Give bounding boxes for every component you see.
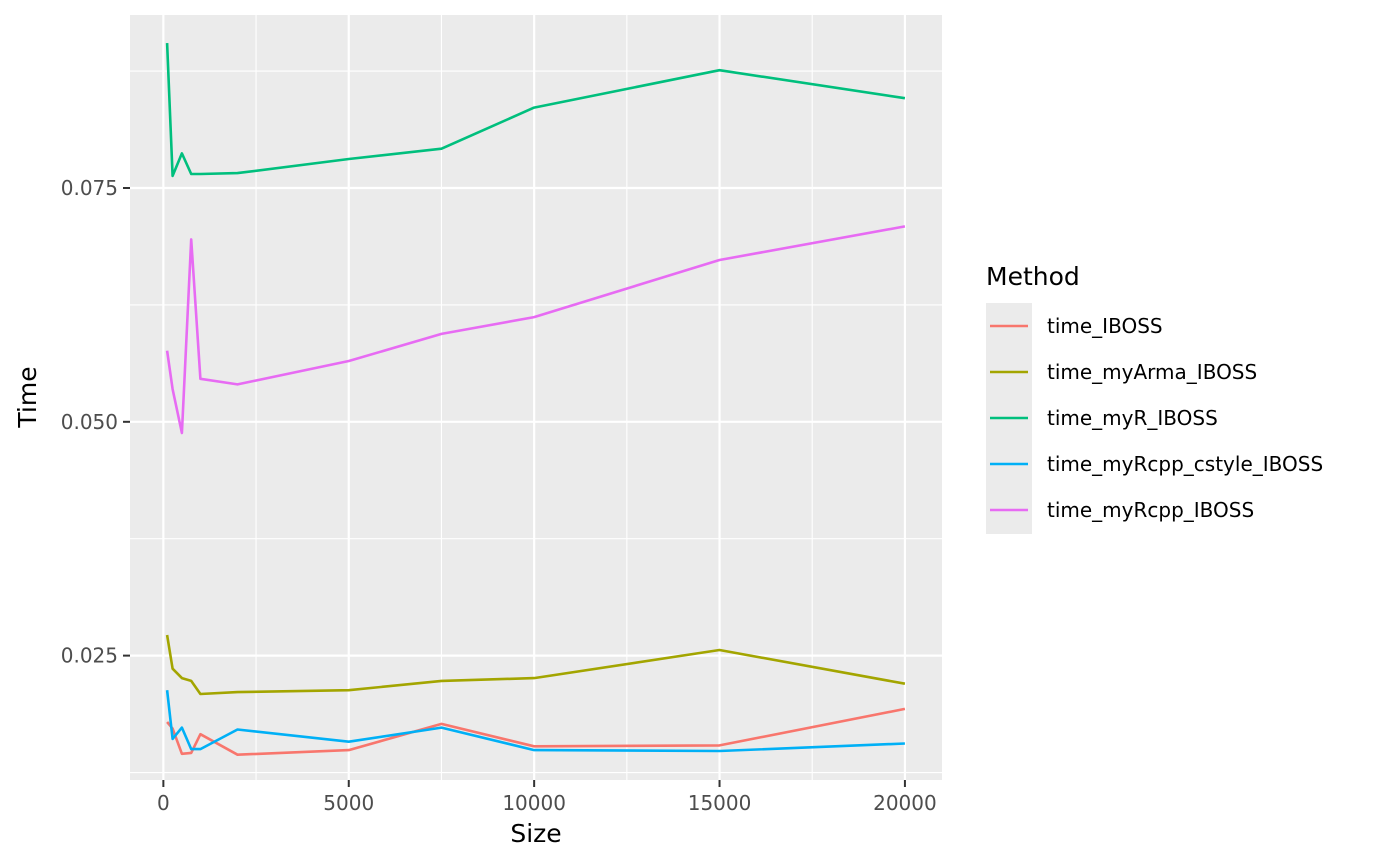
- x-tick-label: 15000: [688, 791, 752, 815]
- major-gridlines: [130, 15, 942, 780]
- series-lines: [165, 43, 906, 757]
- series-line-time_myR_IBOSS: [165, 43, 906, 178]
- x-tick-label: 10000: [502, 791, 566, 815]
- legend-items: time_IBOSS time_myArma_IBOSS time_myR_IBOS…: [990, 314, 1323, 522]
- x-axis-title: Size: [510, 819, 561, 848]
- series-line-time_IBOSS: [166, 707, 906, 757]
- series-line-time_myRcpp_IBOSS: [165, 225, 906, 435]
- legend-title: Method: [986, 262, 1080, 291]
- legend-label-time_myArma_IBOSS: time_myArma_IBOSS: [1047, 360, 1257, 384]
- y-axis: 0.025 0.050 0.075: [61, 176, 130, 668]
- y-axis-title: Time: [13, 366, 42, 428]
- plot-panel: [130, 15, 942, 780]
- legend: Method time_IBOSS time_myArma_IBOSS time_m…: [986, 262, 1323, 534]
- legend-label-time_myR_IBOSS: time_myR_IBOSS: [1047, 406, 1218, 430]
- x-axis: 0 5000 10000 15000 20000: [157, 780, 937, 815]
- x-tick-label: 0: [157, 791, 170, 815]
- y-tick-label: 0.050: [61, 410, 118, 434]
- series-line-time_myArma_IBOSS: [165, 634, 906, 696]
- x-tick-label: 20000: [873, 791, 937, 815]
- y-tick-label: 0.075: [61, 176, 118, 200]
- series-line-time_myRcpp_cstyle_IBOSS: [165, 690, 905, 753]
- legend-label-time_myRcpp_IBOSS: time_myRcpp_IBOSS: [1047, 498, 1254, 522]
- x-tick-label: 5000: [323, 791, 374, 815]
- y-tick-label: 0.025: [61, 644, 118, 668]
- minor-gridlines: [130, 15, 942, 780]
- legend-label-time_myRcpp_cstyle_IBOSS: time_myRcpp_cstyle_IBOSS: [1047, 452, 1323, 476]
- legend-label-time_IBOSS: time_IBOSS: [1047, 314, 1163, 338]
